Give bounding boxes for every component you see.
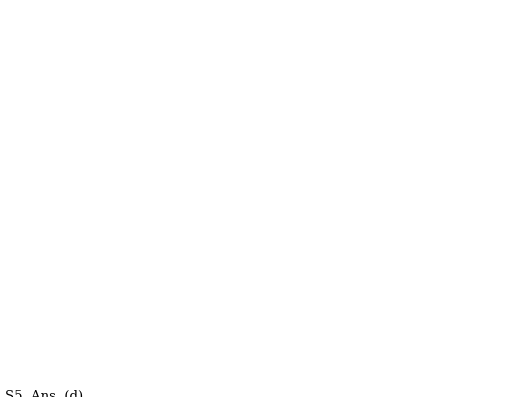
Text: S5. Ans. (d): S5. Ans. (d) bbox=[5, 390, 83, 397]
